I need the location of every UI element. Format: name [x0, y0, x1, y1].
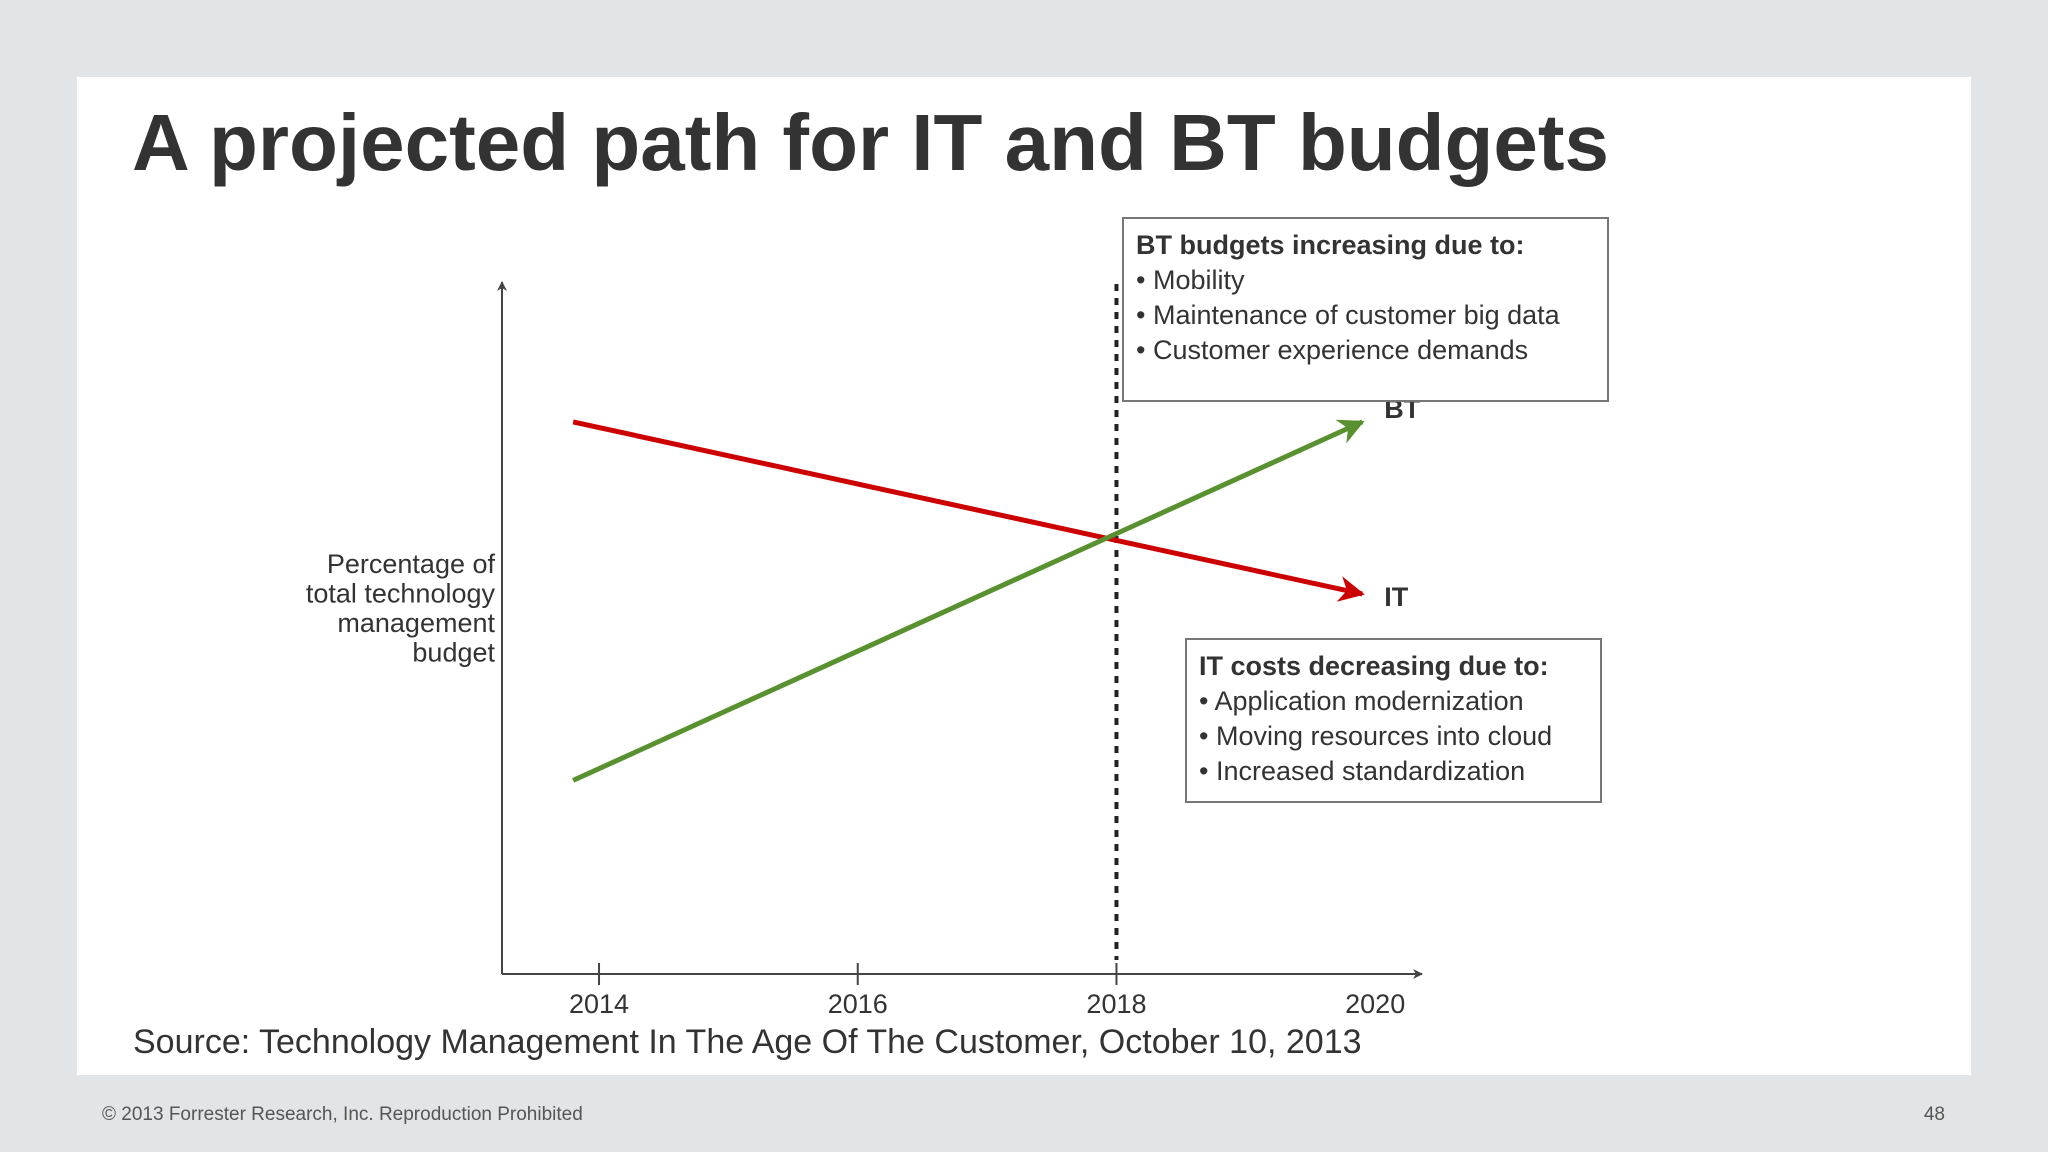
- series-line-it: [572, 419, 1365, 602]
- annotation-bullet: • Increased standardization: [1199, 756, 1525, 786]
- y-axis-label: management: [337, 608, 495, 638]
- annotation-bullet: • Maintenance of customer big data: [1136, 300, 1561, 330]
- source-caption: Source: Technology Management In The Age…: [133, 1023, 1362, 1061]
- annotation-bullet: • Application modernization: [1199, 686, 1524, 716]
- annotation-heading: BT budgets increasing due to:: [1136, 230, 1525, 260]
- slide-title: A projected path for IT and BT budgets: [132, 98, 1610, 187]
- series-label-it: IT: [1384, 582, 1409, 612]
- x-tick-label: 2020: [1345, 989, 1405, 1019]
- x-tick-label: 2014: [569, 989, 629, 1019]
- annotation-bullet: • Mobility: [1136, 265, 1245, 295]
- footer-copyright: © 2013 Forrester Research, Inc. Reproduc…: [102, 1104, 583, 1125]
- y-axis-label: total technology: [306, 579, 496, 609]
- annotation-box: [1185, 638, 1602, 803]
- x-tick-label: 2016: [828, 989, 888, 1019]
- annotation-box: [1122, 217, 1609, 402]
- annotation-bullet: • Moving resources into cloud: [1199, 721, 1552, 751]
- annotation-heading: IT costs decreasing due to:: [1199, 651, 1549, 681]
- annotation-bullet: • Customer experience demands: [1136, 335, 1528, 365]
- y-axis-label: budget: [412, 638, 495, 668]
- slide: A projected path for IT and BT budgets 2…: [77, 77, 1971, 1075]
- series-line-bt: [572, 419, 1365, 783]
- x-tick-label: 2018: [1086, 989, 1146, 1019]
- page-number: 48: [1923, 1104, 1945, 1125]
- y-axis-label: Percentage of: [327, 549, 496, 579]
